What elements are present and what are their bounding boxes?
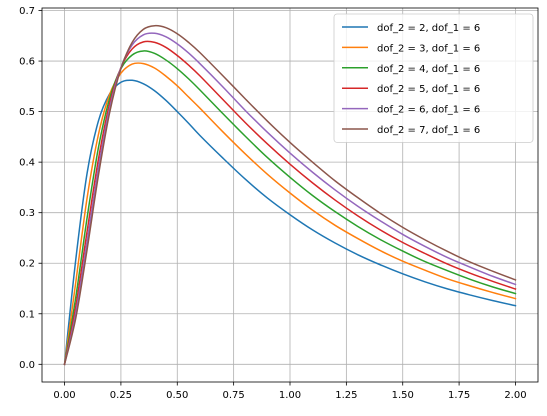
- legend-label: dof_2 = 2, dof_1 = 6: [377, 23, 480, 34]
- y-tick-label: 0.7: [19, 6, 35, 17]
- x-tick-label: 0.50: [166, 390, 188, 401]
- series-line-5: [63, 32, 517, 366]
- legend-label: dof_2 = 4, dof_1 = 6: [377, 64, 480, 75]
- x-tick-label: 0.75: [223, 390, 245, 401]
- x-tick-label: 1.50: [392, 390, 414, 401]
- y-tick-label: 0.4: [19, 158, 35, 169]
- series-line-3: [63, 50, 517, 366]
- y-tick-label: 0.6: [19, 57, 35, 68]
- legend: dof_2 = 2, dof_1 = 6 dof_2 = 3, dof_1 = 6…: [333, 13, 534, 143]
- y-axis: 0.0 0.1 0.2 0.3 0.4 0.5 0.6 0.7: [19, 6, 42, 371]
- legend-label: dof_2 = 5, dof_1 = 6: [377, 84, 480, 95]
- legend-label: dof_2 = 3, dof_1 = 6: [377, 43, 480, 54]
- x-tick-label: 2.00: [504, 390, 526, 401]
- x-tick-label: 1.00: [279, 390, 301, 401]
- x-tick-label: 0.00: [53, 390, 75, 401]
- x-tick-label: 1.75: [448, 390, 470, 401]
- y-tick-label: 0.5: [19, 107, 35, 118]
- series-line-6: [63, 24, 517, 366]
- x-tick-label: 0.25: [110, 390, 132, 401]
- y-tick-label: 0.2: [19, 259, 35, 270]
- series-line-4: [63, 40, 517, 366]
- y-tick-label: 0.1: [19, 309, 35, 320]
- series-lines: [63, 24, 517, 366]
- series-line-2: [63, 62, 517, 366]
- legend-label: dof_2 = 6, dof_1 = 6: [377, 105, 480, 116]
- y-tick-label: 0.3: [19, 208, 35, 219]
- x-axis: 0.00 0.25 0.50 0.75 1.00 1.25 1.50 1.75 2.00: [53, 382, 527, 401]
- x-tick-label: 1.25: [335, 390, 357, 401]
- y-tick-label: 0.0: [19, 360, 35, 371]
- legend-label: dof_2 = 7, dof_1 = 6: [377, 125, 480, 136]
- legend-box: [333, 13, 534, 143]
